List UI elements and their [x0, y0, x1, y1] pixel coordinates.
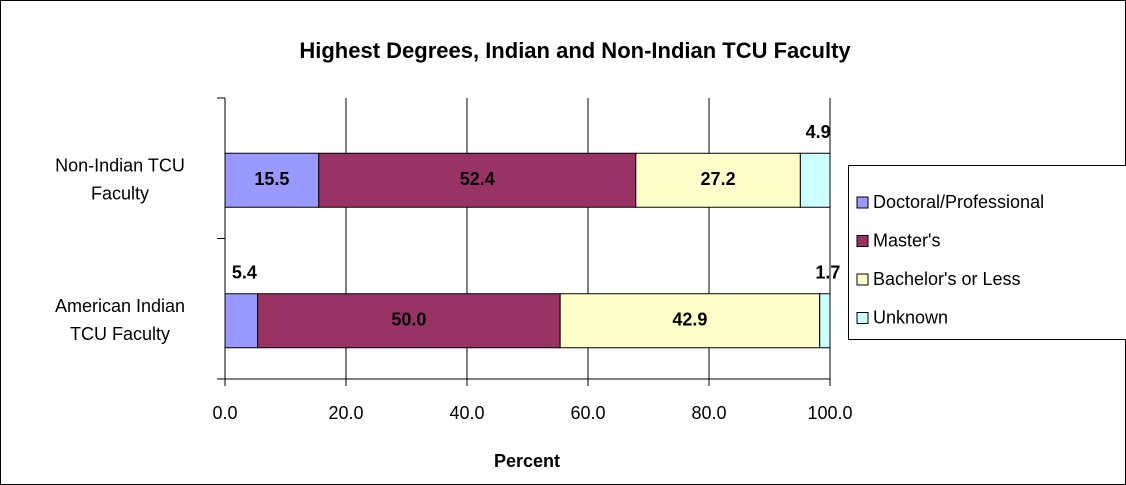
bar-segment	[799, 152, 831, 208]
bar-segment	[635, 152, 801, 208]
data-label: 1.7	[815, 263, 840, 283]
data-label: 15.5	[254, 169, 289, 189]
legend-label: Master's	[873, 230, 940, 250]
bar-segment	[819, 293, 831, 349]
x-tick-label: 0.0	[212, 403, 237, 423]
data-label: 4.9	[806, 122, 831, 142]
x-axis-label: Percent	[494, 451, 560, 471]
legend-swatch	[856, 273, 869, 286]
legend-label: Unknown	[873, 307, 948, 327]
data-label: 27.2	[701, 169, 736, 189]
legend-swatch	[856, 312, 869, 324]
x-tick-label: 20.0	[328, 403, 363, 423]
legend-label: Bachelor's or Less	[873, 269, 1021, 289]
bar-segment	[257, 293, 561, 349]
bar-segment	[224, 293, 259, 349]
chart-title: Highest Degrees, Indian and Non-Indian T…	[299, 38, 851, 63]
x-tick-label: 80.0	[691, 403, 726, 423]
legend-swatch	[856, 196, 869, 209]
data-label: 52.4	[460, 169, 495, 189]
data-label: 5.4	[232, 263, 257, 283]
data-label: 42.9	[672, 310, 707, 330]
legend-label: Doctoral/Professional	[873, 192, 1044, 212]
x-tick-label: 40.0	[449, 403, 484, 423]
bar-segment	[318, 152, 637, 208]
bar-segment	[559, 293, 821, 349]
data-label: 50.0	[391, 310, 426, 330]
legend-box	[848, 165, 1126, 340]
y-tick-label: Non-Indian TCU Faculty	[55, 155, 185, 203]
bar-segment	[224, 152, 320, 208]
x-tick-label: 100.0	[807, 403, 852, 423]
x-tick-label: 60.0	[570, 403, 605, 423]
legend-swatch	[856, 235, 869, 247]
y-tick-label: American Indian TCU Faculty	[55, 296, 185, 344]
